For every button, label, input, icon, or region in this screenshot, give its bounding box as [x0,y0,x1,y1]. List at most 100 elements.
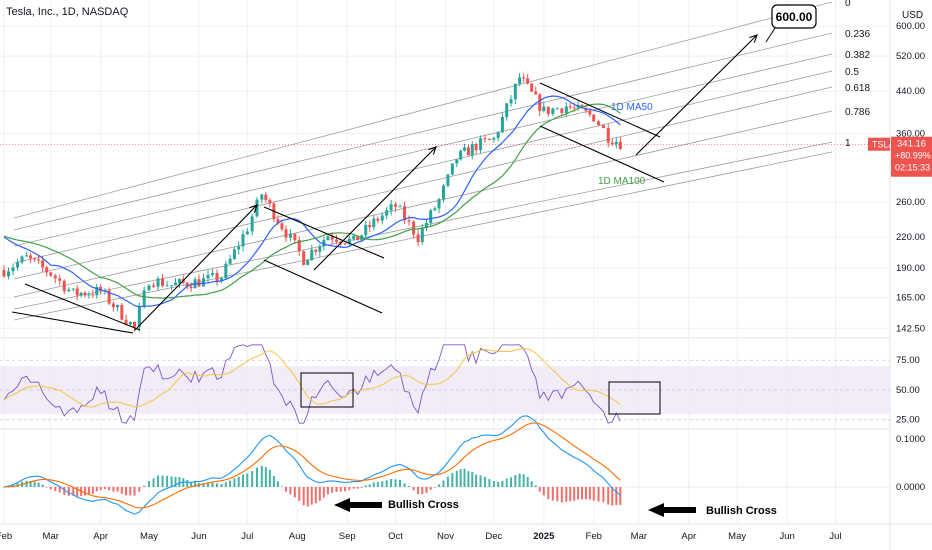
macd-histogram-bar [84,487,87,496]
macd-histogram-bar [229,480,232,487]
candle-body [260,194,264,200]
price-axis-tick: 260.00 [896,197,925,208]
fib-level-label: 1 [845,138,851,149]
macd-histogram-bar [534,485,537,487]
x-axis-tick: Dec [485,531,502,542]
macd-histogram-bar [190,481,193,487]
trend-arrow [313,146,437,271]
macd-histogram-bar [280,486,283,487]
candle-body [588,110,592,115]
macd-histogram-bar [310,487,313,505]
macd-axis-tick: 0.0000 [896,482,925,493]
macd-histogram-bar [331,487,334,493]
candle-body [601,125,605,129]
candle-body [398,206,402,208]
macd-histogram-bar [157,475,160,487]
macd-histogram-bar [76,487,79,497]
macd-histogram-bar [560,487,563,503]
macd-histogram-bar [514,475,517,487]
macd-histogram-bar [475,474,478,487]
candle-body [522,77,526,79]
macd-histogram-bar [547,487,550,500]
candle-body [41,260,45,268]
macd-histogram-bar [112,487,115,492]
bullish-cross-arrow [648,503,696,517]
candle-body [25,255,29,257]
candle-body [124,319,128,325]
macd-histogram-bar [255,467,258,487]
candle-body [120,304,124,320]
macd-histogram-bar [394,479,397,487]
symbol-tag [868,137,890,151]
candle-body [463,147,467,151]
macd-histogram-bar [91,487,94,494]
candle-body [518,77,522,84]
rsi-axis-tick: 50.00 [896,385,920,396]
macd-histogram-bar [302,487,305,506]
candle-body [459,150,463,160]
macd-histogram-bar [276,481,279,487]
rsi-ma-line [3,347,621,408]
last-price-change: +80.99% [895,151,931,161]
price-axis-tick: 142.50 [896,323,925,334]
candle-body [352,235,356,239]
candle-body [20,256,24,263]
macd-histogram-bar [344,487,347,492]
candle-body [564,106,568,113]
candle-body [572,107,576,109]
x-axis-tick: Aug [289,531,306,542]
macd-histogram-bar [530,481,533,487]
macd-histogram-bar [108,487,111,491]
candle-body [424,222,428,228]
candle-body [67,289,71,292]
x-axis-tick: Apr [93,531,108,542]
candle-body [318,246,322,252]
candle-body [58,278,62,281]
macd-histogram-bar [33,481,36,487]
channel-line [13,32,833,231]
x-axis-tick: Apr [681,531,696,542]
macd-histogram-bar [364,485,367,487]
candle-body [314,249,318,252]
candle-body [610,142,614,145]
candle-body [538,94,542,112]
macd-histogram-bar [518,473,521,487]
candle-body [364,224,368,236]
candle-body [302,251,306,266]
macd-histogram-bar [322,487,325,498]
ma100-line [3,103,621,299]
last-price-countdown: 02:15:33 [895,163,930,173]
macd-histogram-bar [37,482,40,487]
macd-histogram-bar [25,480,28,487]
candle-body [189,286,193,289]
candle-body [505,103,509,118]
macd-histogram-bar [178,477,181,487]
bull-flag-line [539,125,665,183]
candle-body [29,255,33,259]
fib-level-label: 0.382 [845,50,870,61]
macd-histogram-bar [216,483,219,487]
chart-title: Tesla, Inc., 1D, NASDAQ [6,6,129,18]
macd-histogram-bar [116,487,119,492]
macd-histogram-bar [619,487,622,506]
macd-histogram-bar [49,487,52,490]
macd-histogram-bar [376,482,379,487]
candle-body [526,78,530,84]
candle-body [142,290,146,308]
macd-histogram-bar [87,487,90,495]
macd-histogram-bar [120,487,123,494]
channel-line [13,141,833,310]
candle-body [95,286,99,296]
candle-body [53,275,57,279]
candle-body [492,137,496,140]
candle-body [45,267,49,273]
macd-histogram-bar [138,487,141,492]
macd-histogram-bar [569,487,572,502]
candle-body [215,273,219,281]
macd-histogram-bar [538,487,541,492]
x-axis-tick: May [140,531,158,542]
macd-histogram-bar [451,472,454,487]
last-price-tag [891,136,932,177]
macd-histogram-bar [607,487,610,505]
